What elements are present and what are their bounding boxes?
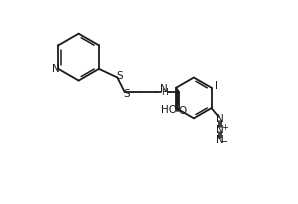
Text: N: N [216, 114, 224, 124]
Text: S: S [117, 71, 123, 81]
Text: N: N [216, 135, 224, 145]
Text: N: N [52, 64, 60, 74]
Text: −: − [220, 137, 228, 147]
Text: S: S [124, 89, 130, 99]
Text: I: I [215, 81, 218, 92]
Text: N: N [160, 84, 168, 94]
Text: O: O [178, 105, 186, 116]
Text: N: N [216, 124, 224, 135]
Text: HO: HO [162, 105, 178, 115]
Text: +: + [221, 123, 228, 132]
Text: H: H [161, 88, 168, 97]
